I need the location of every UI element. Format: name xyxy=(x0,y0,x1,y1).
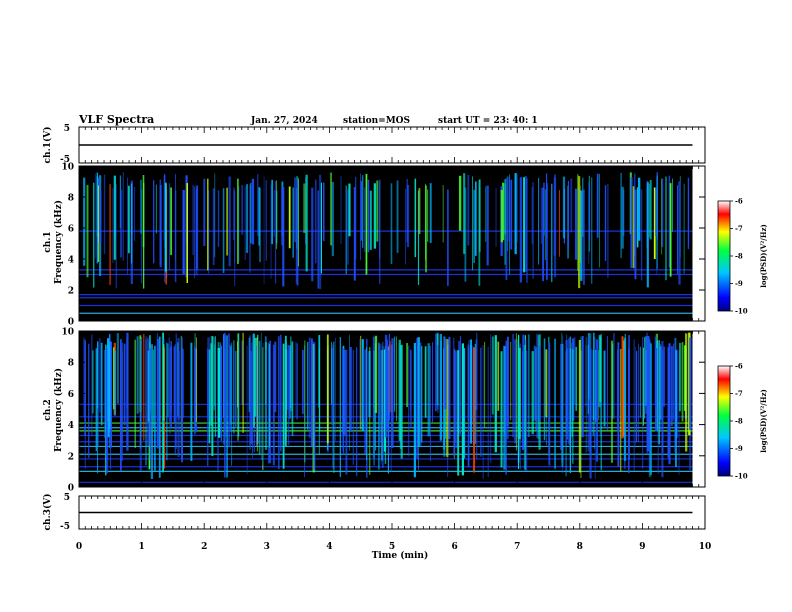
start-ut-label: start UT = 23: 40: 1 xyxy=(438,116,538,126)
ch3-waveform-ylabel: ch.3(V) xyxy=(42,494,53,531)
cb1-tick-label-0: -6 xyxy=(735,197,743,206)
x-axis-label: Time (min) xyxy=(372,550,429,561)
figure-title: VLF Spectra xyxy=(78,113,154,126)
station-label: station=MOS xyxy=(343,116,410,126)
ch1-ytick-top: 5 xyxy=(64,124,70,134)
axis-ticks xyxy=(78,127,706,529)
ch2-spectrogram-panel xyxy=(78,330,706,488)
ch1-colorbar-label: log(PSD)(V²/Hz) xyxy=(759,224,768,288)
cb2-tick-label-4: -10 xyxy=(735,472,748,481)
ch1-colorbar: -6 -7 -8 -9 -10 xyxy=(717,197,748,316)
xtick-label-8: 8 xyxy=(577,542,583,552)
spec1-ytick-label-4: 8 xyxy=(68,194,74,204)
ch1-spectrogram-ylabel-freq: Frequency (kHz) xyxy=(53,200,64,284)
time-axis-ticks: 0 1 2 3 4 5 6 7 8 9 10 xyxy=(76,542,711,552)
cb1-tick-label-2: -8 xyxy=(735,252,743,261)
xtick-label-6: 6 xyxy=(451,542,457,552)
spec1-ytick-label-1: 2 xyxy=(68,287,74,297)
cb2-tick-label-1: -7 xyxy=(735,389,743,398)
ch1-spectrogram-ylabel-channel: ch.1 xyxy=(43,231,53,252)
xtick-label-9: 9 xyxy=(639,542,645,552)
cb1-tick-label-4: -10 xyxy=(735,307,748,316)
spec1-ytick-label-2: 4 xyxy=(68,256,74,266)
ch2-spectrogram-ylabel-freq: Frequency (kHz) xyxy=(53,368,64,452)
xtick-label-10: 10 xyxy=(699,542,712,552)
spec2-ytick-label-5: 10 xyxy=(61,328,74,338)
ch2-colorbar-label: log(PSD)(V²/Hz) xyxy=(759,389,768,453)
date-label: Jan. 27, 2024 xyxy=(250,116,318,126)
xtick-label-4: 4 xyxy=(326,542,332,552)
xtick-label-0: 0 xyxy=(76,542,82,552)
spec2-ytick-label-1: 2 xyxy=(68,452,74,462)
ch1-waveform-ylabel: ch.1(V) xyxy=(42,127,53,164)
xtick-label-5: 5 xyxy=(389,542,395,552)
spec1-no-data-region xyxy=(692,166,705,321)
ch1-colorbar-gradient xyxy=(717,200,731,312)
cb1-tick-label-1: -7 xyxy=(735,224,743,233)
spec2-ytick-label-4: 8 xyxy=(68,359,74,369)
ch2-colorbar: -6 -7 -8 -9 -10 xyxy=(717,362,748,481)
ch3-ytick-bottom: -5 xyxy=(60,522,70,532)
ch1-spectrogram-yticks: 0 2 4 6 8 10 xyxy=(61,163,705,328)
spec2-ytick-label-3: 6 xyxy=(68,390,74,400)
ch2-spectrogram-ylabel-channel: ch.2 xyxy=(43,399,53,420)
ch1-ytick-bottom: -5 xyxy=(60,155,70,165)
spec2-ytick-label-2: 4 xyxy=(68,421,74,431)
spec1-ytick-label-0: 0 xyxy=(68,318,74,328)
spec2-ytick-label-0: 0 xyxy=(68,484,74,494)
ch2-spectrogram-yticks: 0 2 4 6 8 10 xyxy=(61,328,705,494)
cb2-tick-label-3: -9 xyxy=(735,444,743,453)
xtick-label-3: 3 xyxy=(264,542,270,552)
cb2-tick-label-2: -8 xyxy=(735,417,743,426)
spec1-ytick-label-3: 6 xyxy=(68,225,74,235)
xtick-label-1: 1 xyxy=(138,542,144,552)
xtick-label-7: 7 xyxy=(514,542,520,552)
spec1-ytick-label-5: 10 xyxy=(61,163,74,173)
ch1-spectrogram-panel xyxy=(78,165,706,322)
cb1-tick-label-3: -9 xyxy=(735,279,743,288)
spec2-no-data-region xyxy=(692,331,705,487)
xtick-label-2: 2 xyxy=(201,542,207,552)
ch2-colorbar-gradient xyxy=(717,365,731,477)
ch3-ytick-top: 5 xyxy=(64,493,70,503)
cb2-tick-label-0: -6 xyxy=(735,362,743,371)
